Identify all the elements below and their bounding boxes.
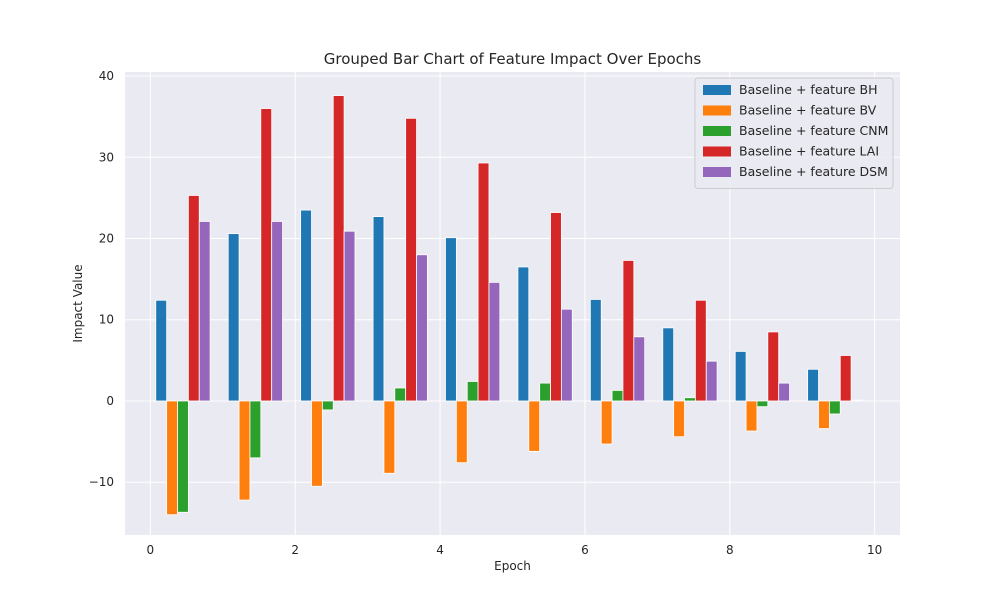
bar: [394, 387, 407, 402]
bar: [694, 299, 707, 402]
bar: [187, 195, 200, 402]
bar: [550, 212, 562, 402]
bar: [249, 400, 262, 459]
bar: [383, 400, 396, 474]
bar: [673, 400, 685, 438]
legend: Baseline + feature BH Baseline + feature …: [694, 77, 894, 189]
bar: [332, 95, 345, 402]
legend-entry: Baseline + feature CNM: [739, 123, 888, 138]
x-tick-label: 8: [726, 543, 734, 557]
bar: [611, 390, 624, 402]
bar: [756, 400, 769, 408]
bar: [767, 331, 780, 402]
bar: [177, 400, 189, 513]
x-tick-label: 6: [581, 543, 589, 557]
bar: [589, 299, 602, 402]
x-tick-label: 2: [291, 543, 299, 557]
bar: [778, 382, 790, 402]
bar: [416, 254, 428, 402]
chart-title: Grouped Bar Chart of Feature Impact Over…: [324, 50, 702, 68]
bar: [343, 230, 356, 402]
bar: [238, 400, 251, 501]
bar: [560, 308, 573, 402]
y-tick-label: 20: [99, 232, 114, 246]
y-tick-label: 40: [99, 69, 114, 83]
bar: [321, 400, 334, 411]
legend-entry: Baseline + feature LAI: [739, 144, 879, 159]
bar: [455, 400, 468, 464]
bar: [633, 336, 646, 402]
bar: [622, 260, 635, 402]
x-tick-label: 4: [436, 543, 444, 557]
legend-entry: Baseline + feature BH: [739, 82, 878, 97]
y-tick-label: 0: [106, 394, 114, 408]
bar: [405, 117, 417, 402]
bar: [445, 237, 457, 402]
bar: [300, 209, 312, 402]
x-tick-label: 10: [867, 543, 882, 557]
bar: [166, 400, 178, 516]
bar: [528, 400, 541, 452]
bar: [517, 266, 530, 402]
bar: [818, 400, 830, 429]
bar: [372, 216, 385, 402]
y-axis-label: Impact Value: [71, 264, 85, 342]
x-axis-label: Epoch: [494, 559, 531, 573]
y-tick-label: 10: [99, 313, 114, 327]
bars: [155, 95, 863, 516]
x-tick-labels: 0 2 4 6 8 10: [147, 543, 883, 557]
bar: [839, 355, 852, 402]
bar: [807, 368, 819, 402]
legend-entry: Baseline + feature DSM: [739, 164, 888, 179]
bar: [198, 221, 211, 402]
legend-swatch: [703, 146, 731, 157]
bar: [705, 360, 718, 402]
y-tick-labels: −10 0 10 20 30 40: [89, 69, 114, 489]
legend-swatch: [703, 126, 731, 136]
bar: [227, 233, 240, 402]
bar: [600, 400, 613, 445]
bar: [155, 299, 168, 402]
y-tick-label: 30: [99, 150, 114, 164]
legend-frame: [694, 77, 894, 189]
bar: [311, 400, 323, 487]
bar: [539, 382, 551, 402]
y-tick-label: −10: [89, 475, 114, 489]
legend-swatch: [703, 105, 731, 116]
bar: [662, 327, 675, 402]
bar: [850, 399, 863, 402]
bar: [684, 397, 696, 402]
bar: [271, 221, 283, 402]
bar: [260, 108, 273, 402]
x-tick-label: 0: [147, 543, 155, 557]
bar: [488, 281, 501, 402]
legend-entry: Baseline + feature BV: [739, 103, 877, 118]
legend-swatch: [703, 85, 731, 95]
legend-swatch: [703, 167, 731, 177]
bar: [477, 162, 490, 402]
bar: [828, 400, 841, 415]
bar: [466, 381, 479, 402]
bar: [745, 400, 758, 432]
bar: [734, 351, 747, 402]
